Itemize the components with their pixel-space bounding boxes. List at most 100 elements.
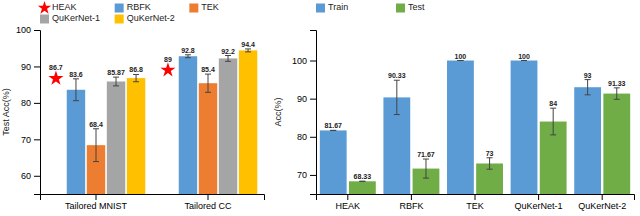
legend-item: Test [396, 2, 425, 12]
bar [199, 83, 217, 194]
error-bar-cap [245, 48, 251, 49]
y-axis-title: Test Acc(%) [1, 88, 11, 136]
error-bar-line [396, 80, 397, 114]
y-tick-label: 100 [16, 25, 31, 35]
error-bar-cap [550, 134, 556, 135]
bar [603, 94, 630, 194]
bar [574, 87, 601, 194]
y-tick-line [34, 176, 40, 177]
y-tick: 80 [297, 132, 316, 142]
error-bar-line [96, 129, 97, 162]
legend-item: Train [316, 2, 348, 12]
error-bar-cap [113, 77, 119, 78]
error-bar-cap [359, 181, 365, 182]
error-bar [245, 49, 251, 52]
data-label: 93 [584, 72, 592, 79]
data-label: 89 [164, 56, 172, 63]
data-label: 85.4 [201, 66, 215, 73]
error-bar-cap [93, 161, 99, 162]
legend-label: TEK [201, 2, 219, 12]
error-bar-cap [585, 94, 591, 95]
error-bar-cap [487, 157, 493, 158]
error-bar-cap [521, 60, 527, 61]
x-tick-label: HEAK [336, 201, 361, 211]
data-label: 94.4 [241, 41, 255, 48]
x-tick-label: QuKerNet-2 [578, 201, 626, 211]
x-tick: RBFK [399, 194, 423, 211]
x-tick-label: Tailored CC [184, 201, 232, 211]
error-bar-cap [185, 54, 191, 55]
x-tick-line [475, 194, 476, 200]
y-tick-line [34, 103, 40, 104]
y-tick-label: 90 [297, 94, 307, 104]
y-tick: 90 [21, 62, 40, 72]
data-label: 84 [549, 100, 557, 107]
error-bar-cap [330, 130, 336, 131]
bar [219, 58, 237, 194]
error-bar-cap [73, 100, 79, 101]
legend-swatch [115, 15, 124, 24]
error-bar [225, 56, 231, 62]
legend-swatch [40, 15, 49, 24]
data-label: 83.6 [69, 71, 83, 78]
error-bar-cap [245, 51, 251, 52]
series [107, 56, 237, 194]
x-tick: HEAK [336, 194, 361, 211]
data-label: 85.87 [107, 69, 125, 76]
error-bar [550, 108, 556, 135]
error-bar [394, 80, 400, 114]
error-bar [521, 60, 527, 61]
data-label: 92.2 [221, 48, 235, 55]
bar [67, 90, 85, 194]
marks [320, 61, 630, 194]
error-bar-cap [457, 60, 463, 61]
error-bar-line [489, 158, 490, 169]
error-bar-cap [133, 81, 139, 82]
error-bar-cap [585, 79, 591, 80]
error-bar-cap [550, 108, 556, 109]
error-bar-cap [521, 60, 527, 61]
legend-swatch [38, 1, 51, 14]
legend-label: Train [328, 2, 348, 12]
data-label: 71.67 [417, 151, 435, 158]
y-axis-line [34, 31, 41, 195]
legend-swatch [396, 4, 405, 13]
y-tick-label: 60 [21, 171, 31, 181]
error-bar [585, 80, 591, 95]
legend-swatch [316, 4, 325, 13]
error-bar [359, 181, 365, 182]
legend-item: QuKerNet-2 [115, 13, 175, 23]
y-tick: 70 [21, 135, 40, 145]
y-tick-label: 100 [292, 56, 307, 66]
error-bar-cap [423, 178, 429, 179]
data-label: 73 [486, 150, 494, 157]
error-bar-line [136, 74, 137, 81]
data-label: 91.33 [608, 80, 626, 87]
y-axis: 60 70 80 90 100 [16, 25, 41, 194]
bar [349, 181, 376, 194]
x-axis-line [41, 195, 265, 201]
marker [48, 71, 63, 85]
error-bar [614, 88, 620, 99]
x-tick-line [602, 194, 603, 200]
legend-swatch [115, 4, 124, 13]
error-bar-cap [205, 74, 211, 75]
x-tick-label: QuKerNet-1 [515, 201, 563, 211]
y-tick-line [310, 61, 316, 62]
y-tick-label: 70 [297, 170, 307, 180]
bar [320, 130, 347, 194]
error-bar-line [553, 108, 554, 135]
panel: 86.78983.692.868.485.485.8792.286.894.4T… [1, 1, 265, 216]
bar [511, 61, 538, 194]
y-tick: 80 [21, 98, 40, 108]
error-bar-cap [614, 87, 620, 88]
x-tick-label: RBFK [399, 201, 423, 211]
error-bar-cap [73, 78, 79, 79]
error-bar-line [425, 159, 426, 178]
data-label: 81.67 [324, 122, 342, 129]
error-bar-cap [330, 130, 336, 131]
y-tick-line [310, 99, 316, 100]
data-labels: 81.6790.331001009368.3371.67738491.33 [324, 53, 625, 181]
chart-container: 86.78983.692.868.485.485.8792.286.894.4T… [0, 0, 640, 216]
error-bar [423, 159, 429, 178]
